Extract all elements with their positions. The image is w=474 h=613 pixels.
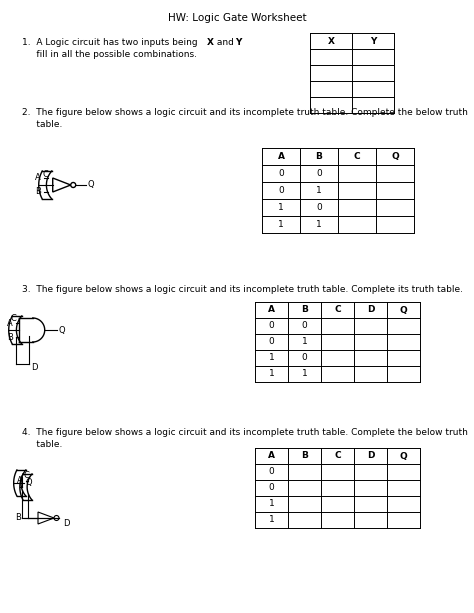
Text: D: D xyxy=(63,519,70,528)
Text: 0: 0 xyxy=(269,321,274,330)
Text: B: B xyxy=(7,332,13,341)
Text: 0: 0 xyxy=(316,169,322,178)
Text: 1: 1 xyxy=(301,338,307,346)
Text: 4.  The figure below shows a logic circuit and its incomplete truth table. Compl: 4. The figure below shows a logic circui… xyxy=(22,428,468,437)
Text: A: A xyxy=(35,173,41,183)
Text: C: C xyxy=(334,452,341,460)
Text: 0: 0 xyxy=(278,186,284,195)
Text: C: C xyxy=(24,471,30,480)
Text: fill in all the possible combinations.: fill in all the possible combinations. xyxy=(22,50,197,59)
Text: and: and xyxy=(214,38,237,47)
Text: 1: 1 xyxy=(269,500,274,509)
Text: B: B xyxy=(301,452,308,460)
Text: 1: 1 xyxy=(316,220,322,229)
Text: B: B xyxy=(316,152,322,161)
Text: A: A xyxy=(277,152,284,161)
Text: 1: 1 xyxy=(316,186,322,195)
Text: C: C xyxy=(11,314,17,323)
Text: B: B xyxy=(301,305,308,314)
Text: 0: 0 xyxy=(278,169,284,178)
Text: 0: 0 xyxy=(301,354,307,362)
Text: Q: Q xyxy=(391,152,399,161)
Text: B: B xyxy=(15,514,21,522)
Text: 1.  A Logic circuit has two inputs being: 1. A Logic circuit has two inputs being xyxy=(22,38,201,47)
Text: B: B xyxy=(35,188,41,197)
Text: 0: 0 xyxy=(316,203,322,212)
Text: table.: table. xyxy=(22,440,63,449)
Text: C: C xyxy=(354,152,360,161)
Text: Q: Q xyxy=(400,305,407,314)
Text: X: X xyxy=(207,38,214,47)
Text: C: C xyxy=(43,170,49,179)
Text: 1: 1 xyxy=(269,516,274,525)
Text: HW: Logic Gate Worksheet: HW: Logic Gate Worksheet xyxy=(168,13,306,23)
Text: 1: 1 xyxy=(269,370,274,378)
Text: 3.  The figure below shows a logic circuit and its incomplete truth table. Compl: 3. The figure below shows a logic circui… xyxy=(22,285,463,294)
Text: 2.  The figure below shows a logic circuit and its incomplete truth table. Compl: 2. The figure below shows a logic circui… xyxy=(22,108,468,117)
Text: Q: Q xyxy=(88,180,94,189)
Text: A: A xyxy=(17,476,23,485)
Text: Q: Q xyxy=(26,479,32,487)
Text: 0: 0 xyxy=(301,321,307,330)
Text: Q: Q xyxy=(400,452,407,460)
Text: 1: 1 xyxy=(269,354,274,362)
Text: Y: Y xyxy=(370,37,376,45)
Text: A: A xyxy=(268,452,275,460)
Text: Y: Y xyxy=(235,38,241,47)
Text: Q: Q xyxy=(59,326,65,335)
Text: C: C xyxy=(334,305,341,314)
Text: A: A xyxy=(7,319,13,327)
Text: X: X xyxy=(328,37,335,45)
Text: table.: table. xyxy=(22,120,63,129)
Text: D: D xyxy=(31,362,38,371)
Text: 0: 0 xyxy=(269,484,274,492)
Text: D: D xyxy=(367,305,374,314)
Text: 1: 1 xyxy=(301,370,307,378)
Text: 1: 1 xyxy=(278,220,284,229)
Text: 0: 0 xyxy=(269,468,274,476)
Text: D: D xyxy=(367,452,374,460)
Text: A: A xyxy=(268,305,275,314)
Text: 0: 0 xyxy=(269,338,274,346)
Text: 1: 1 xyxy=(278,203,284,212)
